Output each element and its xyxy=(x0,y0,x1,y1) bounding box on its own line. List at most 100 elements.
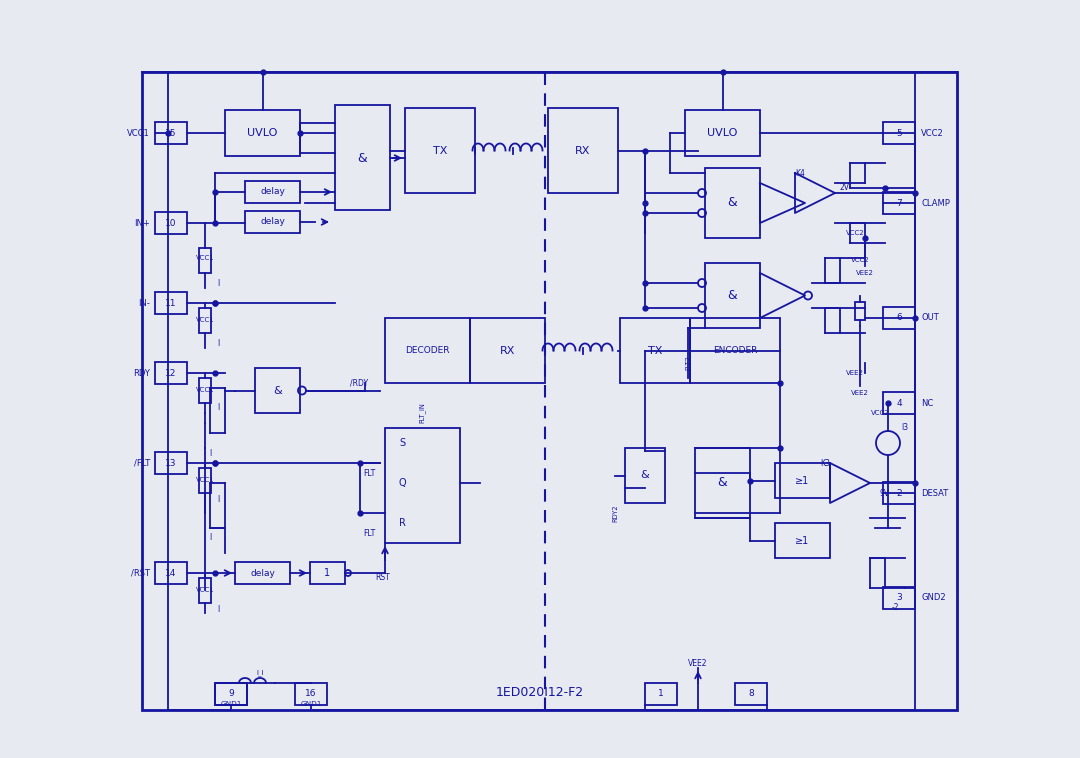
Text: 2: 2 xyxy=(896,488,902,497)
Text: 7: 7 xyxy=(896,199,902,208)
Text: DESAT: DESAT xyxy=(921,488,948,497)
Text: GND1: GND1 xyxy=(220,701,242,707)
Bar xyxy=(199,308,211,333)
Text: RDY: RDY xyxy=(133,368,150,377)
Bar xyxy=(384,318,470,383)
Bar xyxy=(215,683,247,705)
Text: VEE2: VEE2 xyxy=(688,659,707,668)
Text: delay: delay xyxy=(251,568,275,578)
Bar xyxy=(696,448,750,518)
Text: VCC2: VCC2 xyxy=(870,410,889,416)
Text: I3: I3 xyxy=(902,424,908,433)
Text: l: l xyxy=(217,278,219,287)
Text: VCC1: VCC1 xyxy=(195,587,214,593)
Text: RDY2: RDY2 xyxy=(612,504,618,522)
Text: 6: 6 xyxy=(896,314,902,322)
Text: &: & xyxy=(357,152,367,164)
Bar xyxy=(620,318,690,383)
Text: delay: delay xyxy=(260,218,285,227)
Text: VCC1: VCC1 xyxy=(195,477,214,483)
Bar xyxy=(883,307,915,329)
Text: VCC2: VCC2 xyxy=(851,257,869,263)
Text: 4: 4 xyxy=(896,399,902,408)
Text: l: l xyxy=(208,534,211,543)
Text: &: & xyxy=(640,471,649,481)
Text: UVLO: UVLO xyxy=(707,128,738,138)
Bar xyxy=(384,428,460,543)
Bar xyxy=(335,105,390,210)
Bar xyxy=(685,110,760,156)
Text: /RST: /RST xyxy=(131,568,150,578)
Text: l: l xyxy=(217,339,219,347)
Text: 14: 14 xyxy=(165,568,177,578)
Text: TX: TX xyxy=(433,146,447,155)
Text: &: & xyxy=(728,196,738,209)
Text: &: & xyxy=(728,289,738,302)
Text: /RDY: /RDY xyxy=(350,378,368,387)
Bar xyxy=(775,523,831,558)
Text: 9: 9 xyxy=(228,690,234,699)
Text: FLT2: FLT2 xyxy=(685,356,691,371)
Text: l_l: l_l xyxy=(256,669,264,676)
Text: VEE2: VEE2 xyxy=(856,270,874,276)
Text: K4: K4 xyxy=(795,168,805,177)
Text: K3: K3 xyxy=(820,459,829,468)
Bar xyxy=(245,181,300,203)
Text: l: l xyxy=(217,403,219,412)
Bar xyxy=(199,378,211,403)
Text: GND2: GND2 xyxy=(921,594,946,603)
Bar xyxy=(156,212,187,234)
Text: 15: 15 xyxy=(165,129,177,137)
Text: 5: 5 xyxy=(896,129,902,137)
Bar xyxy=(310,562,345,584)
Bar xyxy=(855,302,865,320)
Text: Q: Q xyxy=(399,478,406,488)
Text: -2: -2 xyxy=(891,603,899,612)
Text: RX: RX xyxy=(576,146,591,155)
Bar xyxy=(705,263,760,328)
Bar xyxy=(156,292,187,314)
Text: 13: 13 xyxy=(165,459,177,468)
Text: VCC1: VCC1 xyxy=(195,317,214,323)
Text: CLAMP: CLAMP xyxy=(921,199,950,208)
Text: &: & xyxy=(717,477,727,490)
Bar xyxy=(156,362,187,384)
Bar xyxy=(883,482,915,504)
Text: 11: 11 xyxy=(165,299,177,308)
Text: UVLO: UVLO xyxy=(247,128,278,138)
Bar xyxy=(141,72,957,710)
Bar xyxy=(156,452,187,474)
Bar xyxy=(775,463,831,498)
Text: l: l xyxy=(217,496,219,505)
Text: FLT_IN: FLT_IN xyxy=(419,402,426,424)
Text: l: l xyxy=(208,449,211,458)
Text: 8: 8 xyxy=(748,690,754,699)
Text: VCC1: VCC1 xyxy=(127,129,150,137)
Text: &: & xyxy=(273,386,282,396)
Text: ≥1: ≥1 xyxy=(795,535,810,546)
Text: l: l xyxy=(217,606,219,615)
Text: R: R xyxy=(399,518,405,528)
Text: S: S xyxy=(399,438,405,448)
Text: 3: 3 xyxy=(896,594,902,603)
Text: /FLT: /FLT xyxy=(134,459,150,468)
Bar xyxy=(225,110,300,156)
Text: FLT: FLT xyxy=(363,528,375,537)
Bar xyxy=(690,318,780,383)
Text: 9V: 9V xyxy=(880,488,890,497)
Bar xyxy=(215,683,247,705)
Text: IN-: IN- xyxy=(138,299,150,308)
Text: ≥1: ≥1 xyxy=(795,475,810,486)
Text: OUT: OUT xyxy=(921,314,939,322)
Bar xyxy=(470,318,545,383)
Bar xyxy=(883,122,915,144)
Text: 1ED020I12-F2: 1ED020I12-F2 xyxy=(496,687,584,700)
Bar xyxy=(199,578,211,603)
Bar xyxy=(548,108,618,193)
Text: VCC1: VCC1 xyxy=(195,255,214,261)
Text: 2V: 2V xyxy=(840,183,850,193)
Text: RST: RST xyxy=(375,574,390,582)
Text: NC: NC xyxy=(921,399,933,408)
Text: FLT: FLT xyxy=(363,468,375,478)
Bar xyxy=(156,122,187,144)
